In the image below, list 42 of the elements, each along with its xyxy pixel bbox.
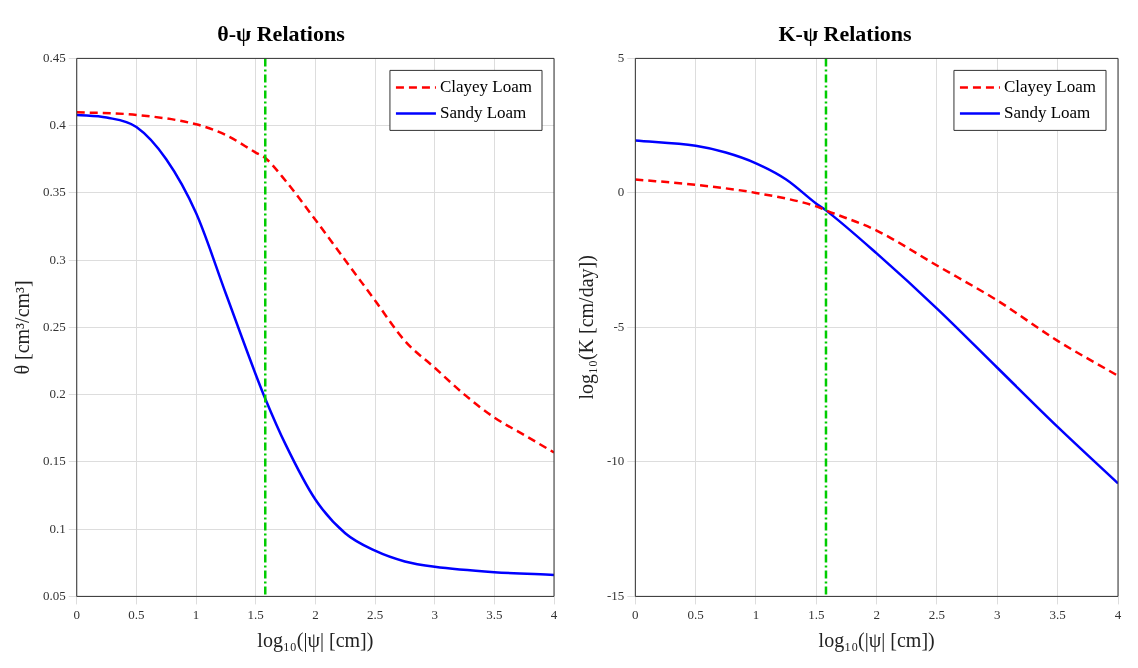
x-tick-label: 2.5 — [366, 606, 384, 622]
x-tick-label: 0.5 — [687, 606, 704, 622]
y-tick-label: 0.3 — [49, 251, 66, 267]
x-tick-label: 1.5 — [247, 606, 264, 622]
y-tick-label: -10 — [606, 453, 625, 469]
y-tick-label: -5 — [613, 318, 625, 334]
y-tick-label: 0.25 — [43, 318, 66, 334]
x-tick-label: 1 — [192, 606, 200, 622]
x-tick-label: 2 — [873, 606, 880, 622]
legend-label: Clayey Loam — [1003, 76, 1097, 96]
x-tick-label: 3.5 — [486, 606, 503, 622]
x-tick-label: 0 — [632, 606, 639, 622]
y-tick-label: 0.05 — [43, 587, 66, 603]
legend-label: Sandy Loam — [1003, 102, 1091, 122]
y-tick-label: 5 — [617, 49, 625, 65]
y-tick-label: -15 — [606, 587, 625, 603]
x-tick-label: 4 — [1114, 606, 1122, 622]
x-tick-label: 0.5 — [128, 606, 145, 622]
y-tick-label: 0.1 — [49, 520, 66, 536]
y-tick-label: 0.45 — [43, 49, 66, 65]
y-tick-label: 0 — [617, 184, 625, 200]
legend-label: Clayey Loam — [439, 76, 533, 96]
x-axis-title: log₁₀(|ψ| [cm]) — [818, 629, 935, 653]
x-tick-label: 3 — [994, 606, 1001, 622]
x-tick-label: 0 — [73, 606, 80, 622]
y-tick-label: 0.4 — [49, 117, 67, 133]
x-tick-label: 3.5 — [1049, 606, 1066, 622]
y-axis-title: θ [cm³/cm³] — [11, 280, 34, 375]
y-axis-title: log₁₀(K [cm/day]) — [575, 255, 599, 400]
x-tick-label: 3 — [431, 606, 438, 622]
x-tick-label: 1 — [752, 606, 760, 622]
x-tick-label: 2.5 — [928, 606, 946, 622]
x-tick-label: 2 — [312, 606, 319, 622]
y-tick-label: 0.15 — [43, 453, 66, 469]
x-tick-label: 1.5 — [808, 606, 825, 622]
x-tick-label: 4 — [550, 606, 558, 622]
x-axis-title: log₁₀(|ψ| [cm]) — [257, 629, 374, 653]
y-tick-label: 0.2 — [49, 386, 66, 402]
chart-title: θ-ψ Relations — [217, 20, 346, 46]
y-tick-label: 0.35 — [43, 184, 66, 200]
chart-title: K-ψ Relations — [778, 20, 912, 46]
legend-label: Sandy Loam — [439, 102, 527, 122]
